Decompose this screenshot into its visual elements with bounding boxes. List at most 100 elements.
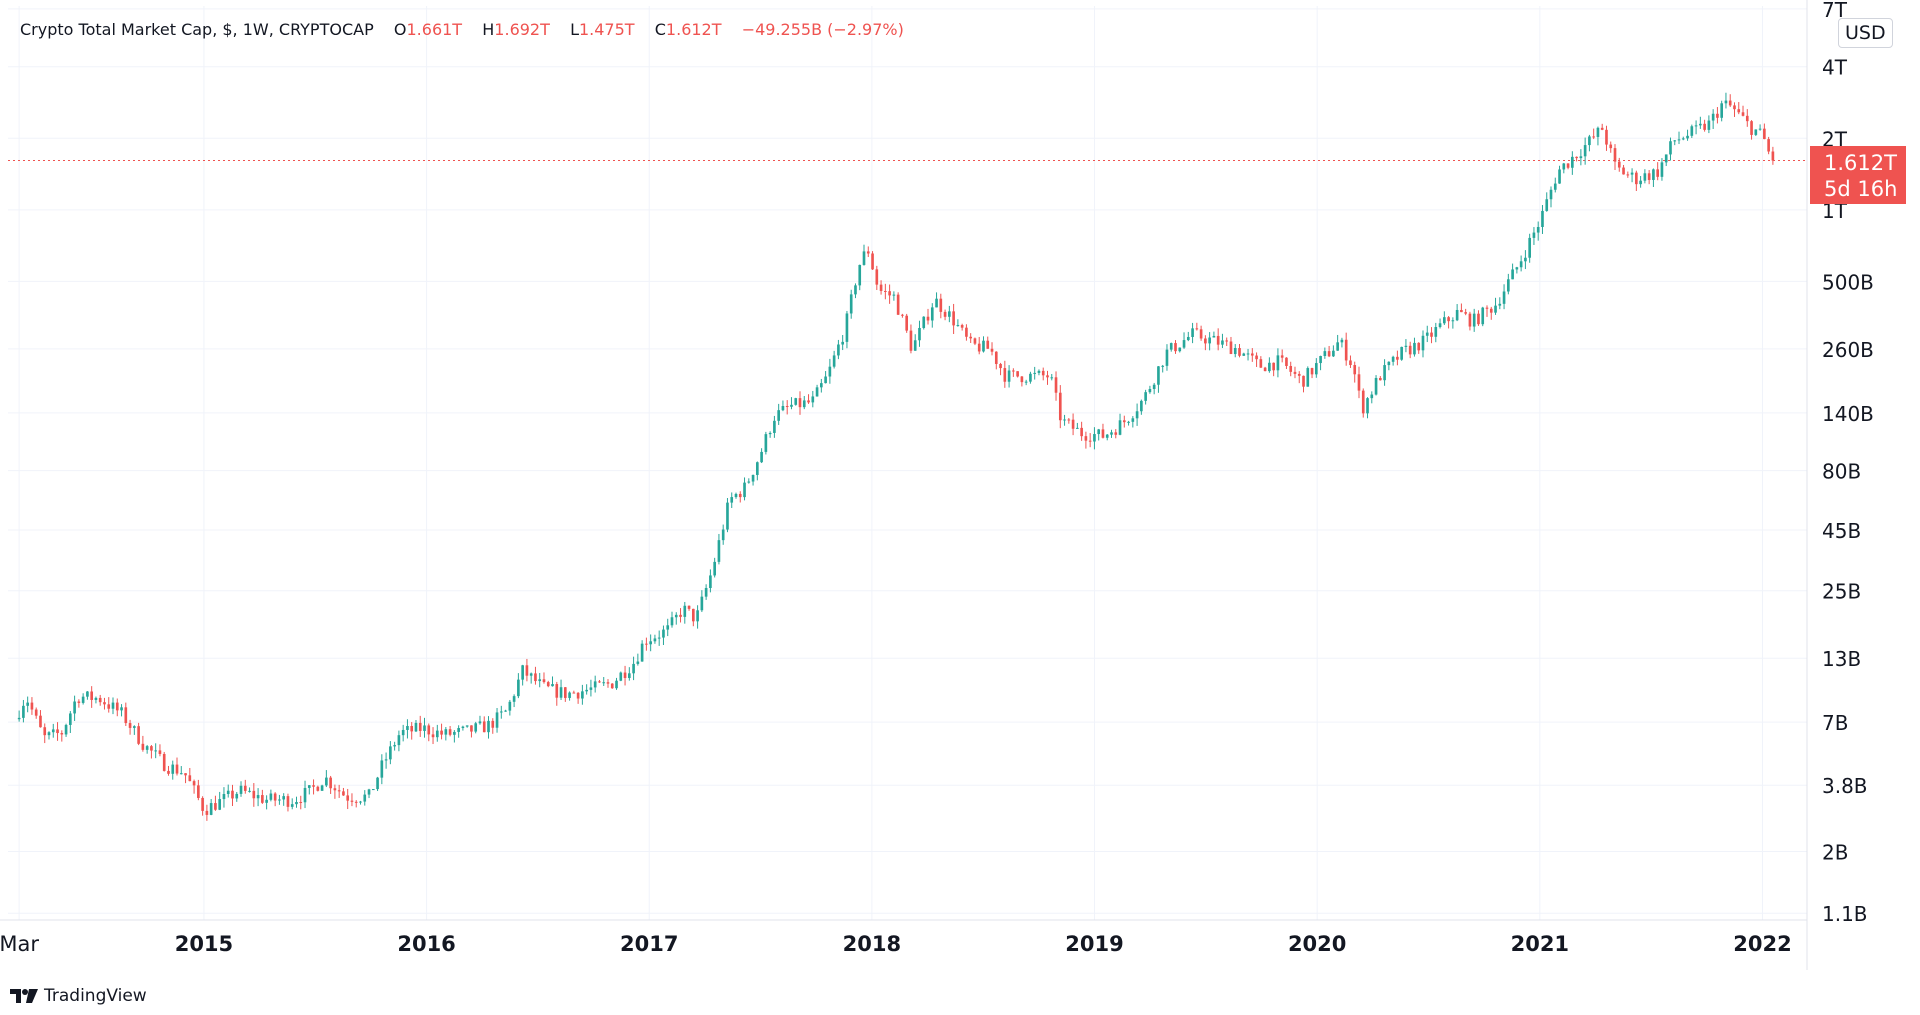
candle bbox=[214, 795, 217, 811]
candle-body bbox=[871, 253, 874, 270]
candle-body bbox=[1630, 172, 1634, 175]
candle-body bbox=[1720, 103, 1724, 118]
candle bbox=[73, 695, 76, 721]
candle-body bbox=[1443, 317, 1446, 324]
candle bbox=[918, 320, 921, 347]
candle bbox=[542, 672, 546, 684]
candle-body bbox=[807, 400, 810, 403]
candle-body bbox=[969, 336, 973, 339]
currency-unit-button[interactable]: USD bbox=[1838, 18, 1893, 48]
candle-body bbox=[1088, 440, 1092, 442]
candle bbox=[482, 716, 486, 733]
candle bbox=[410, 722, 414, 740]
candle bbox=[453, 730, 456, 743]
candle-body bbox=[124, 707, 128, 724]
candle bbox=[960, 323, 964, 331]
candle bbox=[794, 397, 798, 406]
candle bbox=[986, 336, 990, 349]
candle-body bbox=[261, 795, 264, 803]
candle-body bbox=[674, 614, 678, 618]
candle bbox=[521, 664, 524, 686]
candle bbox=[1468, 311, 1472, 331]
candle-body bbox=[1063, 419, 1066, 421]
candle bbox=[1694, 120, 1698, 135]
candle bbox=[1084, 431, 1088, 449]
candle bbox=[231, 784, 234, 807]
candle bbox=[43, 723, 47, 744]
candle-body bbox=[478, 721, 482, 724]
candle-body bbox=[841, 341, 844, 345]
candle bbox=[346, 788, 350, 810]
candle bbox=[1579, 149, 1583, 166]
symbol-legend[interactable]: Crypto Total Market Cap, $, 1W, CRYPTOCA… bbox=[20, 20, 904, 39]
candle bbox=[1319, 355, 1322, 371]
candle-body bbox=[1647, 173, 1651, 180]
candle-body bbox=[1673, 140, 1677, 142]
candle-body bbox=[926, 316, 930, 321]
candle bbox=[815, 384, 819, 397]
candle-body bbox=[1600, 127, 1604, 130]
candle bbox=[1558, 165, 1561, 184]
candle-body bbox=[815, 387, 819, 397]
candle-body bbox=[1310, 368, 1314, 375]
candle bbox=[615, 677, 618, 690]
candle-body bbox=[1140, 400, 1143, 412]
chart-grid bbox=[8, 6, 1807, 920]
candle bbox=[649, 634, 652, 652]
candle bbox=[837, 339, 840, 360]
candle-body bbox=[1221, 340, 1224, 345]
candle bbox=[1536, 221, 1540, 241]
candle-body bbox=[158, 750, 162, 754]
candle-body bbox=[410, 725, 414, 732]
candle bbox=[98, 694, 102, 706]
candle-body bbox=[103, 702, 106, 705]
candle bbox=[205, 804, 209, 821]
time-axis[interactable]: Mar 2015 2016 2017 2018 2019 2020 2021 2022 bbox=[0, 932, 1792, 956]
candle-body bbox=[1246, 353, 1250, 355]
candle-body bbox=[346, 795, 350, 801]
candle-body bbox=[832, 355, 836, 367]
candle bbox=[512, 694, 516, 708]
candle-body bbox=[1622, 167, 1625, 175]
candle-body bbox=[1575, 156, 1578, 159]
candle-body bbox=[491, 720, 495, 728]
candle-body bbox=[1250, 353, 1254, 356]
candle bbox=[849, 289, 853, 319]
candle bbox=[406, 719, 409, 739]
tradingview-branding[interactable]: TradingView bbox=[10, 986, 147, 1006]
candle bbox=[743, 477, 746, 501]
candle bbox=[674, 612, 678, 625]
candle bbox=[999, 362, 1002, 376]
candle-body bbox=[1361, 390, 1365, 414]
candle bbox=[1323, 347, 1327, 359]
candle-body bbox=[1716, 113, 1719, 118]
candle bbox=[1268, 357, 1271, 373]
candle bbox=[1374, 375, 1378, 396]
symbol-title[interactable]: Crypto Total Market Cap, $, 1W, CRYPTOCA… bbox=[20, 20, 374, 39]
candle-body bbox=[1340, 339, 1344, 343]
candle bbox=[115, 698, 119, 717]
price-axis[interactable]: 7T4T2T1T500B260B140B80B45B25B13B7B3.8B2B… bbox=[1822, 0, 1874, 926]
candle-body bbox=[512, 696, 516, 702]
candles bbox=[17, 92, 1775, 821]
candle bbox=[26, 696, 29, 713]
candle bbox=[1549, 186, 1553, 208]
candle bbox=[1272, 362, 1275, 377]
candle-body bbox=[47, 732, 51, 736]
candle-body bbox=[325, 777, 328, 786]
candle bbox=[397, 730, 401, 752]
candle bbox=[546, 680, 550, 688]
candle bbox=[666, 618, 670, 637]
candle-body bbox=[551, 684, 554, 687]
candle bbox=[606, 679, 610, 688]
candle bbox=[1122, 415, 1126, 428]
candle bbox=[820, 378, 823, 393]
tradingview-wordmark: TradingView bbox=[44, 986, 147, 1006]
candle-body bbox=[222, 794, 226, 800]
candle-body bbox=[521, 665, 524, 680]
candle-body bbox=[734, 493, 738, 498]
candle-body bbox=[1306, 368, 1310, 387]
candle bbox=[802, 396, 806, 410]
candle-body bbox=[508, 701, 512, 711]
candle-body bbox=[1737, 109, 1741, 113]
